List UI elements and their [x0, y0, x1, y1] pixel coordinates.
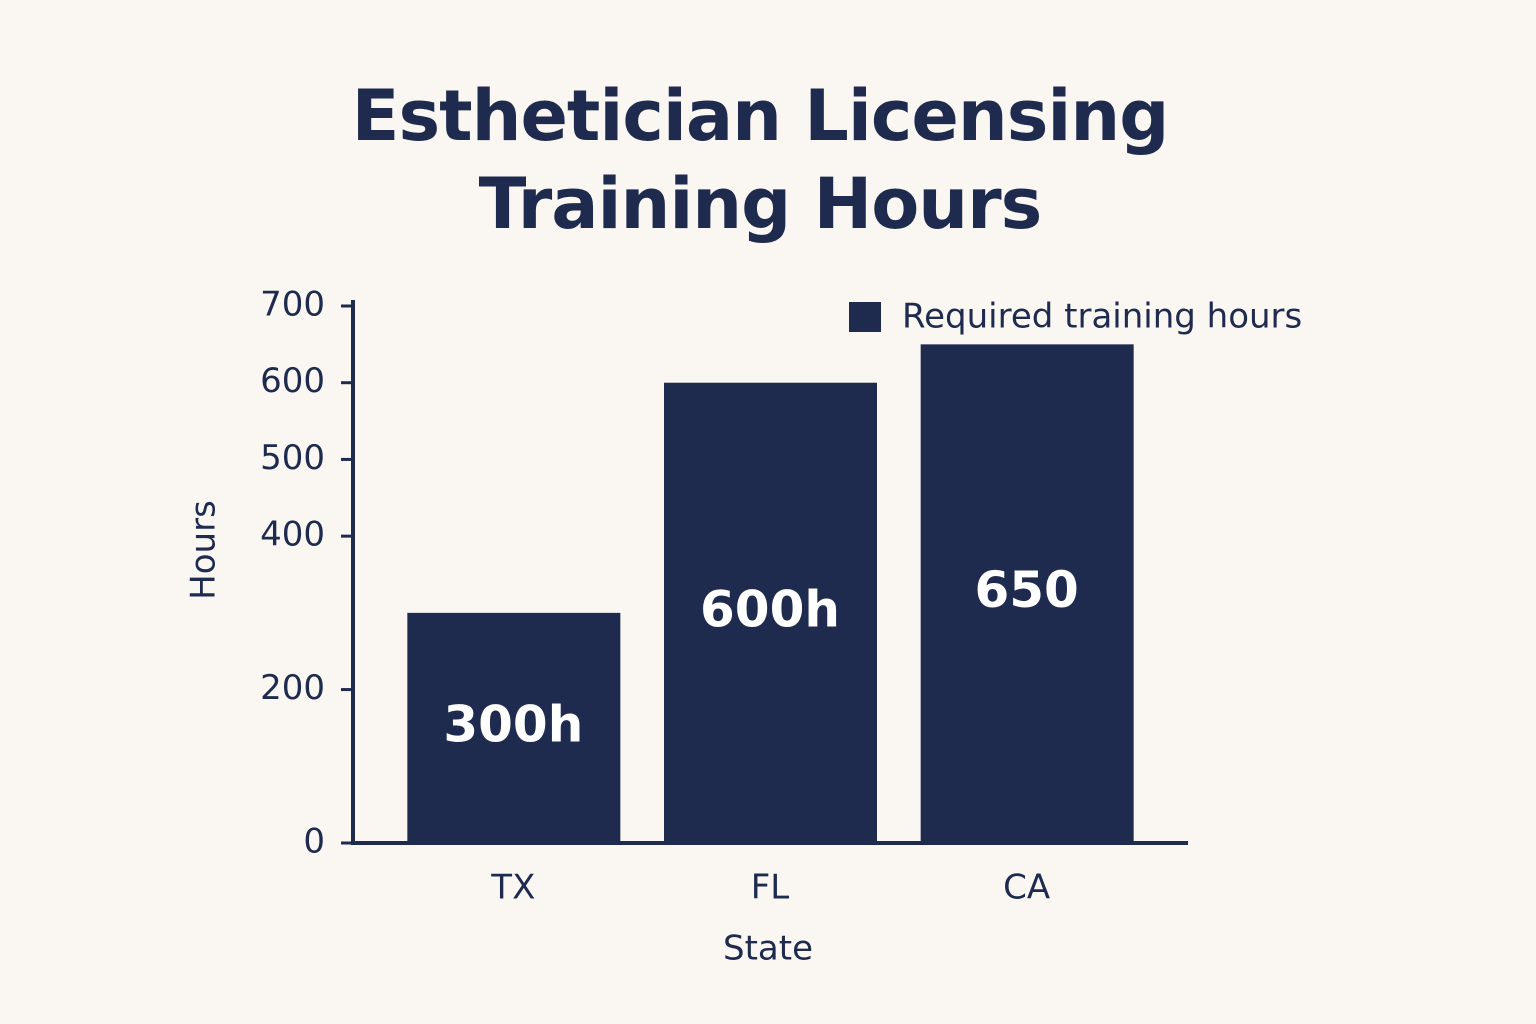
legend-swatch — [849, 302, 881, 332]
value-label: 600h — [700, 580, 840, 638]
bar — [407, 612, 621, 843]
x-tick-label: FL — [751, 868, 790, 908]
y-tick-label: 600 — [260, 361, 325, 401]
value-label: 300h — [443, 695, 583, 753]
y-tick-label: 700 — [260, 285, 325, 325]
y-tick-label: 500 — [260, 438, 325, 478]
y-tick-label: 200 — [260, 668, 325, 708]
x-axis-label: State — [723, 929, 813, 969]
chart-title: Esthetician Licensing Training Hours — [351, 75, 1170, 245]
y-tick-label: 400 — [260, 515, 325, 555]
y-axis-label: Hours — [184, 500, 224, 600]
legend-label: Required training hours — [902, 297, 1302, 337]
x-tick-label: CA — [1003, 868, 1050, 908]
x-tick-label: TX — [490, 868, 535, 908]
y-tick-label: 0 — [303, 822, 325, 862]
value-label: 650 — [974, 561, 1078, 619]
bar — [664, 382, 877, 843]
bar — [920, 344, 1134, 843]
